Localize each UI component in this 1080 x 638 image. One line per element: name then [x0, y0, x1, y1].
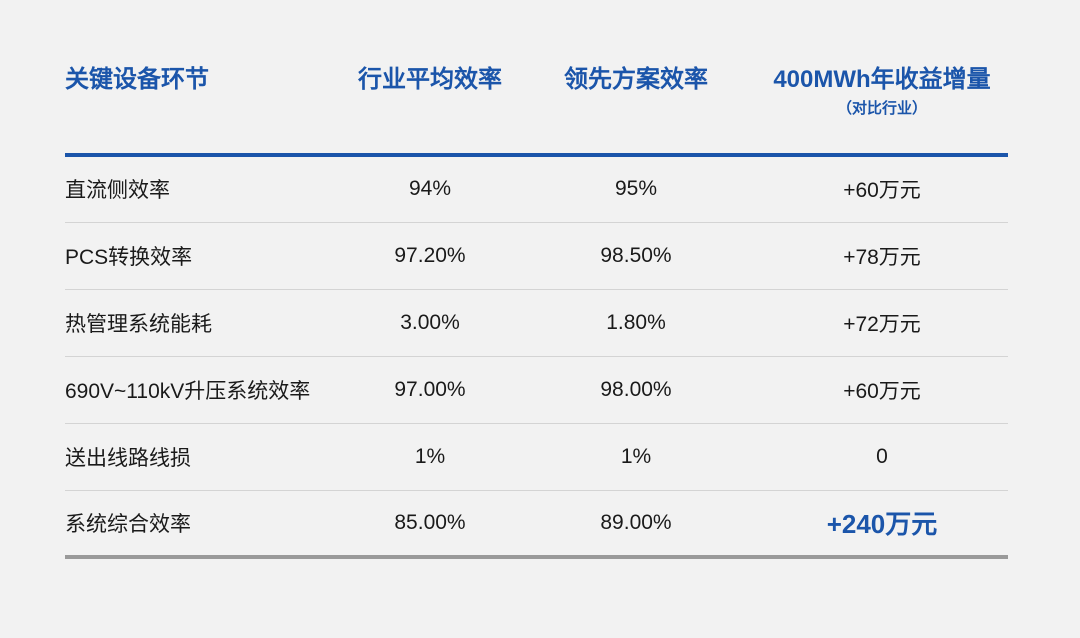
col-header-industry-avg-label: 行业平均效率 — [358, 66, 502, 93]
cell-industry-avg: 97.20% — [344, 222, 516, 290]
cell-industry-avg: 94% — [344, 155, 516, 223]
cell-industry-avg: 3.00% — [344, 289, 516, 357]
table-row-total: 系统综合效率 85.00% 89.00% +240万元 — [65, 490, 1008, 559]
col-header-industry-avg: 行业平均效率 — [344, 60, 516, 157]
cell-leading-solution: 1% — [516, 423, 756, 491]
cell-revenue-gain: +60万元 — [756, 155, 1008, 223]
table-header-row: 关键设备环节 行业平均效率 领先方案效率 400MWh年收益增量 （对比行业） — [65, 60, 1008, 157]
cell-revenue-gain-highlight: +240万元 — [756, 490, 1008, 559]
col-header-revenue-gain-subtitle: （对比行业） — [836, 100, 927, 117]
table-row: 热管理系统能耗 3.00% 1.80% +72万元 — [65, 289, 1008, 357]
cell-revenue-gain: +60万元 — [756, 356, 1008, 424]
row-label: 系统综合效率 — [65, 490, 344, 559]
table-row: 送出线路线损 1% 1% 0 — [65, 423, 1008, 491]
row-label: 送出线路线损 — [65, 423, 344, 491]
col-header-equipment-label: 关键设备环节 — [65, 66, 209, 93]
cell-revenue-gain: 0 — [756, 423, 1008, 491]
row-label: 直流侧效率 — [65, 155, 344, 223]
table-row: PCS转换效率 97.20% 98.50% +78万元 — [65, 222, 1008, 290]
cell-industry-avg: 97.00% — [344, 356, 516, 424]
row-label: 热管理系统能耗 — [65, 289, 344, 357]
cell-revenue-gain: +72万元 — [756, 289, 1008, 357]
cell-leading-solution: 98.00% — [516, 356, 756, 424]
cell-leading-solution: 95% — [516, 155, 756, 223]
col-header-revenue-gain: 400MWh年收益增量 （对比行业） — [756, 60, 1008, 157]
cell-leading-solution: 1.80% — [516, 289, 756, 357]
cell-leading-solution: 98.50% — [516, 222, 756, 290]
efficiency-comparison-table: 关键设备环节 行业平均效率 领先方案效率 400MWh年收益增量 （对比行业） … — [65, 60, 1008, 559]
col-header-equipment: 关键设备环节 — [65, 60, 344, 157]
table-row: 直流侧效率 94% 95% +60万元 — [65, 155, 1008, 223]
cell-revenue-gain: +78万元 — [756, 222, 1008, 290]
row-label: 690V~110kV升压系统效率 — [65, 356, 344, 424]
row-label: PCS转换效率 — [65, 222, 344, 290]
col-header-leading-solution-label: 领先方案效率 — [564, 66, 708, 93]
cell-industry-avg: 1% — [344, 423, 516, 491]
col-header-revenue-gain-label: 400MWh年收益增量 — [773, 66, 991, 93]
col-header-leading-solution: 领先方案效率 — [516, 60, 756, 157]
cell-leading-solution: 89.00% — [516, 490, 756, 559]
table-row: 690V~110kV升压系统效率 97.00% 98.00% +60万元 — [65, 356, 1008, 424]
cell-industry-avg: 85.00% — [344, 490, 516, 559]
